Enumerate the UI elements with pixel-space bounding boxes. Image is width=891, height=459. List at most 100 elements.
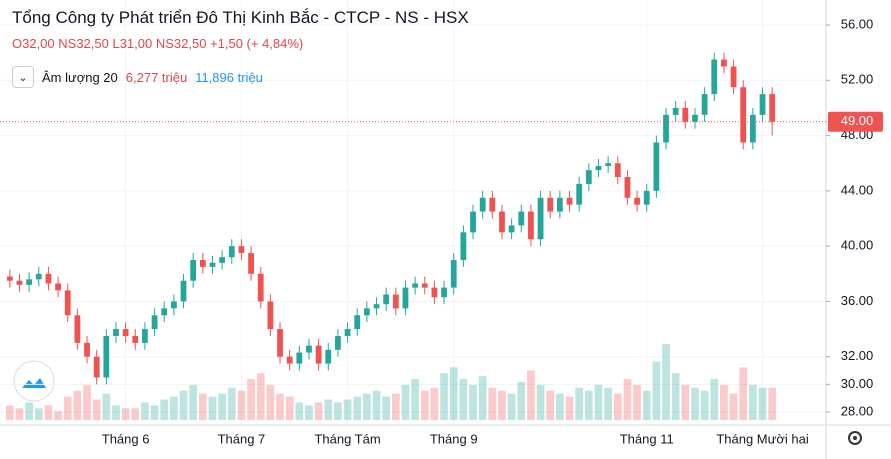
candle-body	[402, 287, 409, 309]
volume-bar	[440, 373, 448, 420]
volume-bar	[83, 384, 91, 420]
candle-body	[199, 259, 206, 267]
logo-icon	[22, 378, 46, 388]
volume-bar	[44, 405, 53, 420]
candle-body	[769, 94, 776, 122]
candle-body	[74, 315, 81, 343]
candle-body	[26, 279, 33, 285]
candle-body	[84, 342, 90, 357]
volume-bar	[758, 387, 767, 420]
candle-body	[508, 225, 515, 233]
candle-body	[209, 262, 216, 267]
volume-bar	[334, 402, 342, 420]
volume-bar	[459, 379, 468, 420]
candle-body	[537, 197, 544, 240]
candle-body	[412, 283, 419, 288]
volume-bar	[198, 393, 207, 420]
volume-bar	[594, 384, 603, 420]
volume-bar	[363, 393, 371, 420]
volume-bar	[613, 393, 622, 420]
candle-body	[556, 197, 563, 212]
volume-bar	[507, 393, 516, 420]
volume-bars	[5, 343, 777, 420]
x-tick-label: Tháng 6	[102, 431, 150, 446]
volume-bar	[642, 390, 651, 420]
candle-body	[614, 163, 621, 178]
candle-body	[35, 273, 42, 280]
last-price-label: 49.00	[841, 113, 874, 128]
volume-bar	[671, 373, 680, 420]
candle-body	[392, 294, 399, 309]
x-tick-label: Tháng Tám	[314, 431, 380, 446]
volume-bar	[430, 387, 439, 420]
volume-bar	[305, 405, 313, 420]
candle-body	[585, 170, 592, 184]
volume-bar	[5, 405, 14, 420]
x-tick-label: Tháng 11	[620, 431, 674, 446]
candle-body	[711, 59, 718, 95]
candle-body	[354, 315, 361, 330]
candle-body	[701, 94, 708, 115]
volume-label: Âm lượng 20	[42, 69, 118, 85]
volume-legend: ⌄ Âm lượng 20 6,277 triệu 11,896 triệu	[12, 66, 263, 88]
candle-body	[431, 287, 438, 298]
volume-bar	[141, 402, 149, 420]
candle-body	[373, 304, 380, 309]
candle-body	[624, 177, 631, 198]
volume-bar	[25, 402, 33, 420]
gear-center	[853, 436, 857, 440]
candle-body	[180, 280, 187, 302]
logo-button[interactable]	[13, 360, 55, 402]
candle-body	[132, 335, 139, 343]
volume-bar	[575, 387, 584, 420]
volume-bar	[604, 387, 612, 420]
settings-icon[interactable]	[848, 431, 862, 445]
candle-body	[170, 301, 177, 309]
candle-body	[460, 232, 467, 260]
candle-body	[363, 308, 370, 316]
candle-body	[190, 259, 197, 281]
candle-body	[663, 114, 669, 143]
y-tick-label: 32.00	[841, 348, 874, 363]
candle-body	[277, 329, 283, 357]
volume-ma-value: 11,896 triệu	[195, 69, 263, 85]
volume-bar	[247, 379, 255, 420]
volume-bar	[343, 399, 352, 420]
x-tick-label: Tháng 7	[218, 431, 266, 446]
candle-body	[55, 283, 61, 291]
volume-bar	[314, 402, 323, 420]
candle-body	[547, 197, 554, 212]
candle-body	[566, 197, 573, 205]
volume-bar	[102, 393, 111, 420]
volume-bar	[63, 396, 72, 420]
candle-body	[441, 287, 447, 298]
candle-body	[257, 273, 264, 302]
candle-body	[595, 165, 602, 171]
volume-bar	[498, 390, 506, 420]
last-price-tag	[828, 111, 883, 132]
x-tick-label: Tháng 9	[430, 431, 478, 446]
candle-body	[643, 190, 650, 205]
volume-bar	[92, 399, 101, 420]
volume-bar	[720, 384, 728, 420]
candle-body	[219, 257, 226, 263]
volume-bar	[237, 390, 246, 420]
volume-bar	[517, 381, 526, 420]
candle-body	[122, 329, 129, 336]
candle-body	[286, 356, 293, 364]
candles	[6, 52, 776, 385]
volume-bar	[527, 370, 535, 420]
y-tick-label: 40.00	[841, 238, 874, 253]
candle-body	[721, 59, 727, 67]
volume-bar	[478, 376, 487, 420]
candle-body	[682, 107, 689, 122]
candle-body	[151, 315, 158, 330]
candle-body	[228, 246, 235, 258]
volume-bar	[170, 396, 178, 420]
volume-bar	[382, 396, 391, 420]
candle-body	[344, 329, 351, 336]
collapse-button[interactable]: ⌄	[12, 66, 34, 88]
volume-bar	[584, 390, 593, 420]
candle-body	[93, 356, 100, 378]
candle-body	[383, 294, 390, 305]
